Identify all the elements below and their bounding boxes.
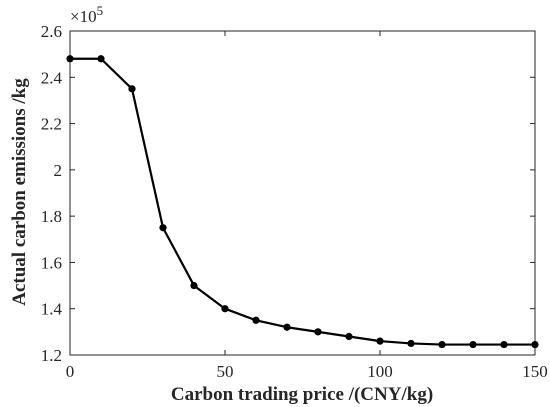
data-point bbox=[407, 339, 415, 348]
data-point bbox=[531, 340, 539, 349]
data-point bbox=[252, 316, 260, 324]
data-point bbox=[314, 328, 322, 336]
plot-frame bbox=[69, 30, 536, 356]
data-point bbox=[221, 305, 229, 313]
data-point bbox=[376, 337, 384, 345]
data-point bbox=[469, 340, 477, 349]
ticks-layer: 0 50 100 150 1.2 1.4 1.6 1.8 2 2.2 2.4 2.6 bbox=[41, 22, 548, 381]
data-point bbox=[128, 85, 136, 93]
y-tick-label: 2 bbox=[54, 161, 63, 180]
y-exponent-base: ×10 bbox=[70, 7, 97, 26]
y-tick-label: 1.6 bbox=[41, 253, 62, 272]
y-tick-label: 1.8 bbox=[41, 207, 62, 226]
data-point bbox=[345, 332, 353, 341]
y-axis-title: Actual carbon emissions /kg bbox=[9, 78, 30, 306]
y-tick-label: 2.6 bbox=[41, 22, 62, 41]
x-tick-label: 0 bbox=[66, 362, 75, 381]
data-point bbox=[283, 323, 291, 331]
series-line bbox=[70, 57, 535, 346]
y-exponent-label: ×105 bbox=[70, 3, 103, 26]
y-tick-label: 1.2 bbox=[41, 346, 62, 365]
x-tick-label: 100 bbox=[367, 362, 393, 381]
data-point bbox=[500, 340, 508, 349]
y-tick-label: 1.4 bbox=[41, 300, 63, 319]
data-point bbox=[438, 340, 446, 349]
x-axis-title: Carbon trading price /(CNY/kg) bbox=[171, 384, 433, 405]
plot-area bbox=[69, 30, 536, 356]
x-tick-label: 50 bbox=[217, 362, 234, 381]
y-exponent-power: 5 bbox=[97, 3, 104, 18]
data-point bbox=[66, 55, 74, 63]
y-tick-label: 2.4 bbox=[41, 68, 63, 87]
x-tick-label: 150 bbox=[522, 362, 548, 381]
data-point bbox=[159, 224, 167, 232]
data-point bbox=[190, 281, 198, 290]
y-tick-label: 2.2 bbox=[41, 115, 62, 134]
data-point bbox=[97, 55, 105, 63]
series-layer bbox=[66, 55, 539, 349]
